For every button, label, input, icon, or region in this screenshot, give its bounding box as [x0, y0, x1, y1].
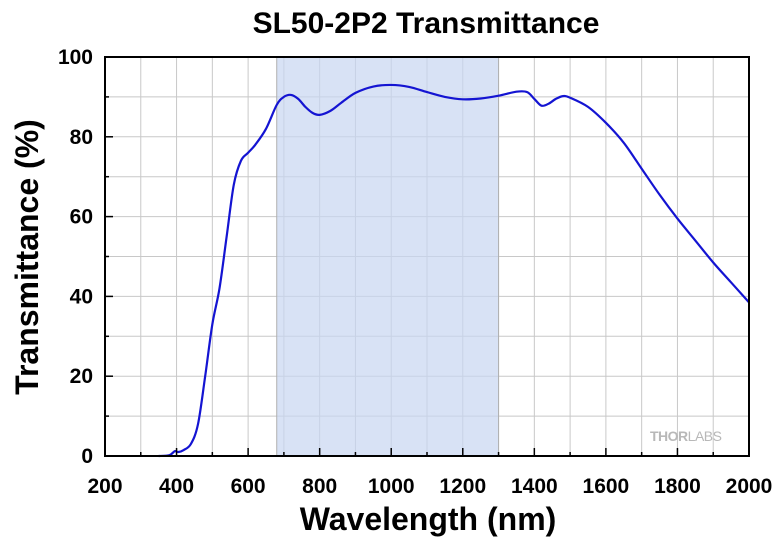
thorlabs-watermark: THORLABS	[650, 428, 722, 444]
x-tick-label: 1200	[439, 475, 486, 498]
x-tick-label: 400	[159, 475, 194, 498]
x-tick-label: 200	[87, 475, 122, 498]
y-axis-title: Transmittance (%)	[9, 119, 45, 395]
highlight-band	[276, 56, 500, 457]
y-tick-label: 100	[58, 46, 93, 69]
x-axis-title: Wavelength (nm)	[300, 501, 557, 537]
y-tick-label: 80	[70, 126, 93, 149]
y-tick-label: 60	[70, 206, 93, 229]
x-tick-label: 1800	[654, 475, 701, 498]
x-tick-label: 2000	[726, 475, 773, 498]
tick-label-layer: 200 400 600 800 1000 1200 1400 1600 1800 2000 0 20 4…	[58, 46, 772, 498]
highlight-band-layer	[276, 56, 500, 457]
x-tick-label: 1000	[368, 475, 415, 498]
plot-frame	[104, 56, 750, 457]
y-tick-label: 20	[70, 365, 93, 388]
chart-title: SL50-2P2 Transmittance	[253, 7, 600, 40]
x-tick-label: 800	[302, 475, 337, 498]
series-layer	[158, 83, 750, 458]
x-tick-label: 1400	[511, 475, 558, 498]
x-tick-label: 600	[231, 475, 266, 498]
transmittance-curve	[158, 83, 750, 458]
y-tick-label: 0	[81, 445, 93, 468]
watermark-part1: THOR	[650, 428, 688, 444]
y-tick-label: 40	[70, 285, 93, 308]
x-tick-label: 1600	[583, 475, 630, 498]
watermark-part2: LABS	[688, 428, 722, 444]
